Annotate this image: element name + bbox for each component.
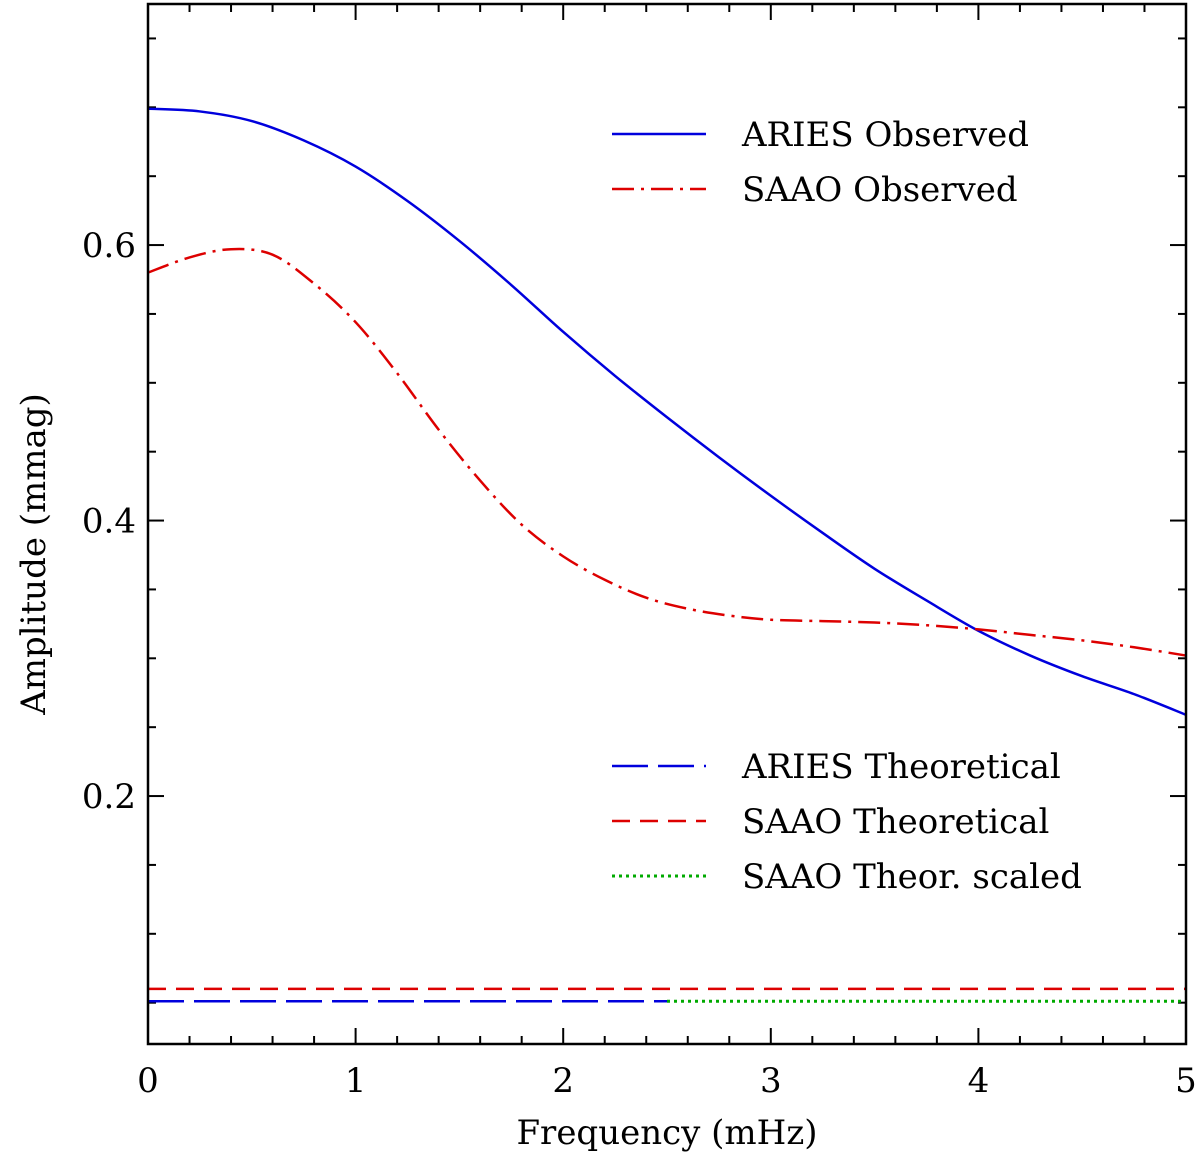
legend: ARIES Observed SAAO Observed ARIES Theoret… (612, 115, 1082, 897)
legend-label-aries-observed: ARIES Observed (741, 115, 1029, 155)
plot-frame (146, 2, 1188, 1046)
x-tick-label: 2 (552, 1061, 574, 1101)
series-lines (147, 107, 1187, 1003)
x-tick-label: 3 (760, 1061, 782, 1101)
x-tick-label: 0 (137, 1061, 159, 1101)
series-line-saao-observed (147, 247, 1187, 657)
series-line-aries-observed (147, 107, 1187, 716)
x-tick-label: 5 (1175, 1061, 1197, 1101)
y-tick-label: 0.2 (82, 777, 136, 817)
y-axis-title: Amplitude (mmag) (14, 393, 54, 716)
x-tick-label: 1 (345, 1061, 367, 1101)
legend-label-saao-theoretical: SAAO Theoretical (742, 802, 1049, 842)
legend-label-saao-observed: SAAO Observed (742, 170, 1018, 210)
y-tick-labels: 0.2 0.4 0.6 (82, 226, 136, 817)
legend-label-saao-theor-scaled: SAAO Theor. scaled (742, 857, 1082, 897)
x-tick-labels: 0 1 2 3 4 5 (137, 1061, 1197, 1101)
y-tick-label: 0.6 (82, 226, 136, 266)
legend-label-aries-theoretical: ARIES Theoretical (741, 747, 1061, 787)
x-axis-title: Frequency (mHz) (516, 1113, 817, 1153)
x-tick-label: 4 (968, 1061, 990, 1101)
y-tick-label: 0.4 (82, 502, 136, 542)
